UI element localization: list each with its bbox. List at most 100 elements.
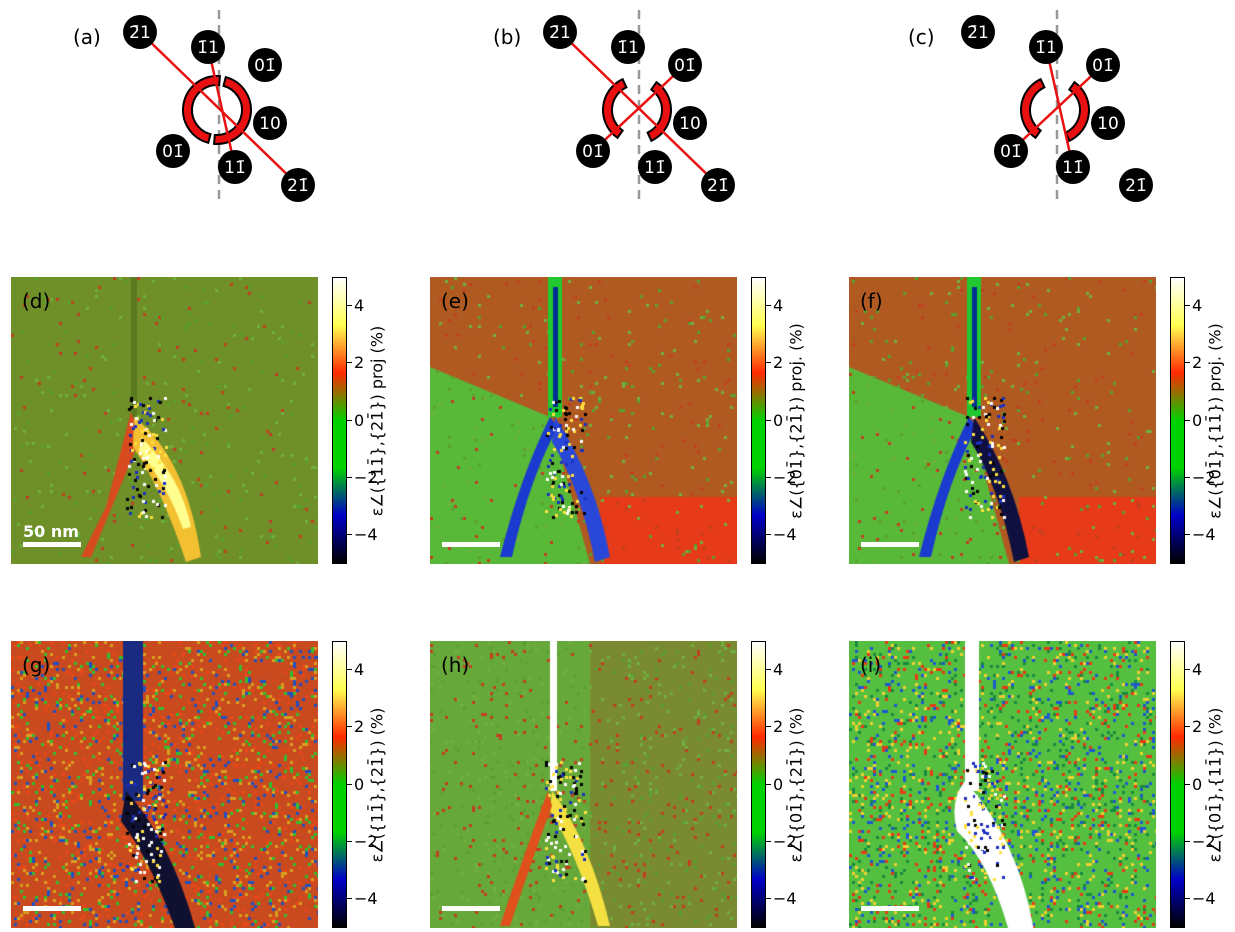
colorbar-tick-label: 4	[773, 295, 784, 315]
colorbar-tick	[347, 362, 352, 364]
colorbar-tick-label: −4	[773, 525, 797, 545]
angle-arc	[182, 75, 222, 145]
reflection-line	[1010, 64, 1104, 152]
spot-label: 10	[679, 114, 701, 134]
diffraction-spot: 1̄1	[191, 30, 225, 64]
spot-label: 21̄	[707, 176, 729, 196]
colorbar-tick	[1185, 362, 1190, 364]
colorbar-tick	[766, 898, 771, 900]
strain-map: (g)	[11, 641, 318, 928]
panel-label: (e)	[441, 289, 469, 313]
colorbar-tick-label: 4	[1192, 659, 1203, 679]
colorbar-tick-label: 2	[354, 717, 365, 737]
colorbar-tick	[1185, 304, 1190, 306]
panel-label: (b)	[493, 25, 522, 49]
colorbar-tick	[347, 783, 352, 785]
strain-map: (h)	[430, 641, 737, 928]
colorbar	[751, 641, 766, 928]
strain-map-image	[430, 641, 737, 928]
diffraction-spot: 10	[1091, 106, 1125, 140]
colorbar-tick-label: −2	[1192, 831, 1216, 851]
reflection-line	[139, 31, 299, 186]
colorbar-tick-label: 4	[354, 295, 365, 315]
spot-label: 10	[259, 114, 281, 134]
colorbar-tick-label: 0	[1192, 410, 1203, 430]
spot-label: 2̄1	[549, 23, 571, 43]
colorbar-tick-label: −4	[354, 889, 378, 909]
colorbar	[332, 277, 347, 564]
colorbar	[1170, 277, 1185, 564]
scale-bar	[23, 906, 81, 911]
colorbar	[751, 277, 766, 564]
diffraction-diagram: 2̄1 1̄1 01̄ 10 01̄ 11̄ 21̄	[123, 10, 315, 202]
colorbar-tick-label: 4	[773, 659, 784, 679]
spot-label: 01̄	[162, 142, 184, 162]
spot-label: 01̄	[1092, 56, 1114, 76]
panel-label: (c)	[908, 25, 935, 49]
colorbar-tick	[347, 476, 352, 478]
panel-label: (f)	[860, 289, 883, 313]
spot-label: 1̄1	[1035, 38, 1057, 58]
colorbar	[1170, 641, 1185, 928]
colorbar-tick-label: 2	[1192, 353, 1203, 373]
diffraction-spot: 11̄	[1056, 150, 1090, 184]
spot-label: 21̄	[287, 176, 309, 196]
diffraction-spot: 21̄	[281, 168, 315, 202]
colorbar-label: ε∠({01̄},{21̄}) (%)	[786, 707, 806, 862]
colorbar-tick	[1185, 419, 1190, 421]
colorbar-tick	[347, 419, 352, 421]
diffraction-spot: 11̄	[638, 150, 672, 184]
colorbar-tick-label: −2	[354, 467, 378, 487]
colorbar-tick	[347, 840, 352, 842]
colorbar-tick-label: −2	[1192, 467, 1216, 487]
spot-label: 2̄1	[967, 23, 989, 43]
spot-label: 01̄	[582, 142, 604, 162]
diffraction-spot: 2̄1	[961, 15, 995, 49]
diffraction-spot: 21̄	[1119, 168, 1153, 202]
spot-label: 11̄	[644, 158, 666, 178]
diffraction-spot: 10	[253, 106, 287, 140]
colorbar-tick	[347, 534, 352, 536]
panel-label: (h)	[441, 653, 470, 677]
diffraction-spot: 01̄	[1086, 48, 1120, 82]
strain-map-image	[849, 641, 1156, 928]
colorbar-tick	[347, 304, 352, 306]
colorbar-tick-label: −4	[1192, 889, 1216, 909]
diffraction-diagram: 2̄1 1̄1 01̄ 10 01̄ 11̄ 21̄	[961, 10, 1153, 202]
strain-map: (e)	[430, 277, 737, 564]
angle-arc	[602, 77, 628, 140]
panel-label: (d)	[22, 289, 51, 313]
colorbar-tick-label: 2	[773, 353, 784, 373]
diffraction-spot: 01̄	[156, 134, 190, 168]
diffraction-spot: 2̄1	[123, 15, 157, 49]
colorbar-tick-label: 2	[1192, 717, 1203, 737]
spot-label: 11̄	[1062, 158, 1084, 178]
spot-label: 01̄	[674, 56, 696, 76]
angle-arc	[1020, 77, 1046, 140]
scale-bar	[23, 542, 81, 547]
reflection-line	[592, 64, 686, 152]
angle-arc	[646, 80, 672, 143]
colorbar-tick	[1185, 783, 1190, 785]
colorbar-tick	[1185, 534, 1190, 536]
colorbar-tick-label: −4	[354, 525, 378, 545]
angle-arc	[1064, 80, 1090, 143]
diffraction-diagram: 2̄1 1̄1 01̄ 10 01̄ 11̄ 21̄	[543, 10, 735, 202]
colorbar-tick-label: −4	[773, 889, 797, 909]
colorbar-tick	[1185, 668, 1190, 670]
colorbar-tick-label: 4	[1192, 295, 1203, 315]
diffraction-spot: 01̄	[576, 134, 610, 168]
colorbar-tick	[766, 476, 771, 478]
colorbar-tick	[766, 419, 771, 421]
colorbar-tick-label: −2	[773, 831, 797, 851]
colorbar-tick-label: 4	[354, 659, 365, 679]
diffraction-spot: 2̄1	[543, 15, 577, 49]
colorbar-tick	[766, 534, 771, 536]
strain-map-image	[11, 641, 318, 928]
diffraction-spot: 1̄1	[611, 30, 645, 64]
spot-label: 11̄	[224, 158, 246, 178]
panel-label: (i)	[860, 653, 882, 677]
strain-map: (i)	[849, 641, 1156, 928]
colorbar-tick-label: −4	[1192, 525, 1216, 545]
spot-label: 21̄	[1125, 176, 1147, 196]
